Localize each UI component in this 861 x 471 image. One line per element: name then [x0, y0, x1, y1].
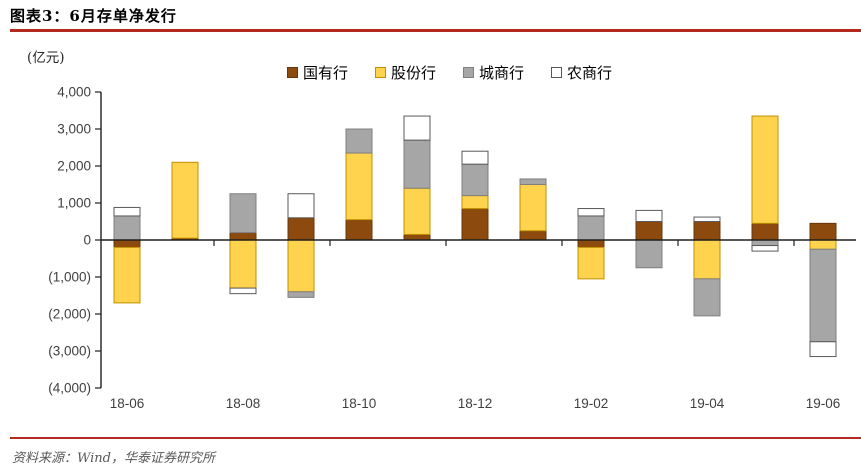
bar-segment-18-06 [113, 246, 141, 304]
bar-segment-19-04 [693, 216, 721, 222]
bar-segment-19-01 [519, 184, 547, 232]
y-tick-label: (2,000) [48, 307, 91, 322]
bar-segment-18-10 [345, 152, 373, 221]
bar-segment-18-11 [403, 233, 431, 241]
bar-segment-18-10 [345, 219, 373, 241]
chart-legend: 国有行 股份行 城商行 农商行 [287, 62, 612, 83]
bar-segment-19-03 [635, 239, 663, 269]
legend-label: 国有行 [303, 64, 349, 82]
legend-swatch-icon [463, 67, 475, 78]
bar-segment-18-10 [345, 128, 373, 154]
bar-segment-18-12 [461, 195, 489, 210]
y-tick-label: 3,000 [57, 122, 91, 137]
bar-segment-19-02 [577, 246, 605, 280]
y-tick-label: 4,000 [57, 85, 91, 100]
x-tick-label: 19-06 [806, 396, 841, 411]
bar-segment-18-09 [287, 239, 315, 293]
x-tick-label: 18-08 [226, 396, 261, 411]
y-tick-label: (1,000) [48, 270, 91, 285]
bar-segment-18-09 [287, 217, 315, 241]
bar-segment-19-05 [751, 245, 779, 252]
bar-segment-18-09 [287, 291, 315, 298]
bar-segment-18-11 [403, 115, 431, 141]
bar-segment-18-06 [113, 206, 141, 217]
legend-swatch-icon [375, 67, 387, 78]
legend-label: 农商行 [567, 64, 613, 82]
legend-swatch-icon [551, 67, 563, 78]
title-divider [10, 29, 861, 32]
x-tick-label: 18-12 [458, 396, 493, 411]
bar-segment-19-04 [693, 278, 721, 317]
bar-segment-19-04 [693, 221, 721, 241]
bar-segment-19-01 [519, 178, 547, 185]
bar-segment-19-06 [809, 248, 837, 343]
chart-canvas: 4,000 3,000 2,000 1,000 0 (1,000) (2,000) (3,00… [48, 85, 856, 411]
bar-segment-18-06 [113, 215, 141, 241]
bar-segment-19-03 [635, 209, 663, 222]
y-tick-label: 0 [83, 233, 91, 248]
bar-segment-18-11 [403, 139, 431, 189]
x-tick-label: 19-04 [690, 396, 725, 411]
bar-segment-19-05 [751, 222, 779, 241]
bar-segment-19-06 [809, 341, 837, 358]
bar-segment-19-02 [577, 208, 605, 217]
y-tick-label: 2,000 [57, 159, 91, 174]
legend-item-joint-stock-banks: 股份行 [375, 62, 436, 83]
bar-segment-19-01 [519, 230, 547, 241]
bar-segment-18-08 [229, 287, 257, 295]
bar-segment-18-11 [403, 187, 431, 235]
bar-segment-18-08 [229, 239, 257, 289]
bar-segment-18-09 [287, 193, 315, 219]
bar-segment-19-06 [809, 239, 837, 250]
bar-segment-18-08 [229, 193, 257, 234]
source-note: 资料来源：Wind，华泰证券研究所 [12, 451, 215, 466]
legend-label: 股份行 [391, 64, 437, 82]
legend-item-state-owned-banks: 国有行 [287, 62, 348, 83]
legend-swatch-icon [287, 67, 298, 78]
bar-segment-19-04 [693, 239, 721, 280]
bar-segment-18-06 [113, 239, 141, 248]
y-tick-label: (4,000) [48, 381, 91, 396]
bar-segment-18-12 [461, 208, 489, 241]
x-tick-label: 18-10 [342, 396, 377, 411]
x-tick-label: 18-06 [110, 396, 145, 411]
bar-segment-19-03 [635, 221, 663, 241]
y-tick-label: (3,000) [48, 344, 91, 359]
y-tick-label: 1,000 [57, 196, 91, 211]
figure-title: 图表3：6月存单净发行 [10, 7, 177, 25]
bar-segment-18-12 [461, 150, 489, 165]
bar-segment-18-07 [171, 161, 199, 239]
legend-item-city-commercial-banks: 城商行 [463, 62, 524, 83]
bar-segment-19-02 [577, 215, 605, 241]
bar-segment-18-08 [229, 232, 257, 241]
bar-segment-19-05 [751, 239, 779, 247]
footer-divider [10, 437, 861, 439]
bar-segment-18-12 [461, 163, 489, 197]
bar-segment-19-06 [809, 222, 837, 241]
legend-label: 城商行 [479, 64, 525, 82]
y-axis-unit-label: (亿元) [27, 50, 65, 66]
bar-segment-19-02 [577, 239, 605, 248]
x-tick-label: 19-02 [574, 396, 609, 411]
bar-segment-19-05 [751, 115, 779, 224]
legend-item-rural-commercial-banks: 农商行 [551, 62, 612, 83]
